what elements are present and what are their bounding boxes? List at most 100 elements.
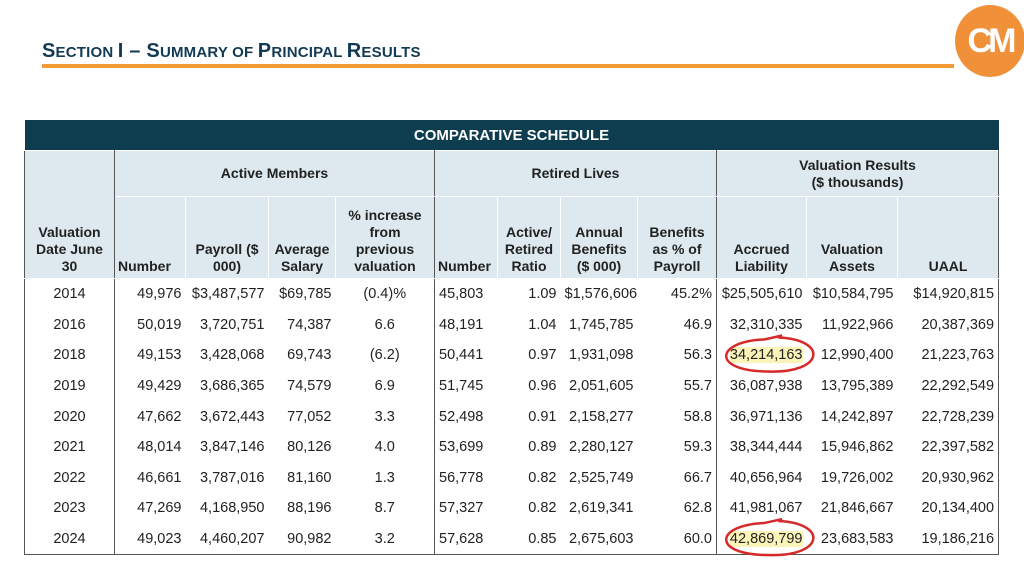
title-part-rest: UMMARY OF xyxy=(159,44,258,61)
table-row: 2014 49,976 $3,487,577 $69,785 (0.4)% 45,803 1… xyxy=(24,278,1000,310)
cell-value: 19,726,002 xyxy=(820,469,894,486)
cell-value: 3,672,443 xyxy=(199,408,265,425)
cell-value: $1,576,606 xyxy=(564,286,638,303)
cell-value: 40,656,964 xyxy=(729,469,803,486)
table-cell: $1,576,606 xyxy=(561,279,638,310)
cell-value: $3,487,577 xyxy=(191,286,265,303)
table-cell: 20,387,369 xyxy=(897,309,1000,341)
column-header: Average Salary xyxy=(268,196,336,279)
cell-value: 2023 xyxy=(53,500,86,517)
cell-value: 2,051,605 xyxy=(568,378,634,395)
cell-value: 2,280,127 xyxy=(568,439,634,456)
table-cell: 22,728,239 xyxy=(897,401,1000,432)
table-cell: 58.8 xyxy=(637,401,717,432)
cell-value: 49,023 xyxy=(137,531,182,548)
table-cell: 11,922,966 xyxy=(807,310,898,341)
cell-value: 38,344,444 xyxy=(729,439,803,456)
table-cell: $10,584,795 xyxy=(807,279,898,310)
table-cell: 2020 xyxy=(24,401,115,432)
title-part-rest: RINCIPAL xyxy=(271,44,347,61)
table-cell: 2016 xyxy=(24,309,115,341)
table-cell: 47,269 xyxy=(115,493,186,524)
table-cell: 90,982 xyxy=(268,523,336,556)
table-cell: 6.6 xyxy=(335,309,435,341)
cell-value: 53,699 xyxy=(439,439,484,456)
table-cell: 49,153 xyxy=(115,340,186,371)
cell-value: 80,126 xyxy=(287,439,332,456)
cell-value: 0.85 xyxy=(528,531,557,548)
table-row: 2024 49,023 4,460,207 90,982 3.2 57,628 0.85 2,… xyxy=(24,523,1000,556)
cell-value: 55.7 xyxy=(683,378,712,395)
column-header: Annual Benefits ($ 000) xyxy=(560,196,638,279)
table-cell: 2,619,341 xyxy=(561,493,638,524)
cell-value: 20,134,400 xyxy=(921,500,995,517)
table-cell: 15,946,862 xyxy=(807,432,898,463)
table-cell: 2,051,605 xyxy=(561,371,638,402)
table-cell: (6.2) xyxy=(335,340,435,371)
cell-value: 50,019 xyxy=(137,316,182,333)
table-cell: 36,971,136 xyxy=(717,401,807,432)
cell-value: 48,014 xyxy=(137,439,182,456)
cell-value: 74,387 xyxy=(287,316,332,333)
cell-value: 57,628 xyxy=(439,531,484,548)
table-cell: 2019 xyxy=(24,370,115,402)
cell-value: $10,584,795 xyxy=(812,286,894,303)
table-cell: 57,628 xyxy=(434,523,498,556)
cell-value: 14,242,897 xyxy=(820,408,894,425)
table-cell: 49,429 xyxy=(115,371,186,402)
table-cell: 22,397,582 xyxy=(897,431,1000,463)
cell-value: $14,920,815 xyxy=(913,286,995,303)
group-active-members: Active Members xyxy=(114,150,435,197)
table-cell: 3,847,146 xyxy=(186,432,269,463)
cell-value: 22,292,549 xyxy=(921,378,995,395)
cell-value: 2020 xyxy=(53,408,86,425)
cell-value: 4,168,950 xyxy=(199,500,265,517)
cell-value: 62.8 xyxy=(683,500,712,517)
group-valuation-results: Valuation Results ($ thousands) xyxy=(715,150,1000,197)
cell-value: 58.8 xyxy=(683,408,712,425)
table-cell: 12,990,400 xyxy=(807,340,898,371)
cell-value: 2019 xyxy=(53,378,86,395)
cell-value: 3,428,068 xyxy=(199,347,265,364)
cell-value: 56.3 xyxy=(683,347,712,364)
table-cell: 2021 xyxy=(24,431,115,463)
cell-value: 2,619,341 xyxy=(568,500,634,517)
column-header: Number xyxy=(434,196,498,279)
table-cell: 21,846,667 xyxy=(807,493,898,524)
table-cell: 21,223,763 xyxy=(897,340,1000,371)
table-cell: 1.3 xyxy=(335,462,435,494)
table-row: 2018 49,153 3,428,068 69,743 (6.2) 50,441 0.97… xyxy=(24,340,1000,371)
table-cell: 47,662 xyxy=(115,401,186,432)
cell-value: 0.96 xyxy=(528,378,557,395)
cell-value: 0.91 xyxy=(528,408,557,425)
cell-value: $69,785 xyxy=(279,286,332,303)
cell-value: 0.97 xyxy=(528,347,557,364)
cell-value: 3.3 xyxy=(374,408,395,425)
table-cell: 0.96 xyxy=(498,371,561,402)
table-row: 2020 47,662 3,672,443 77,052 3.3 52,498 0.91 2,… xyxy=(24,401,1000,432)
table-cell: 0.89 xyxy=(498,432,561,463)
table-cell: 62.8 xyxy=(637,493,717,524)
cell-value: 21,846,667 xyxy=(820,500,894,517)
table-cell: 56,778 xyxy=(435,463,498,494)
page-title: SECTION I – SUMMARY OF PRINCIPAL RESULTS xyxy=(42,40,421,63)
table-cell: 22,292,549 xyxy=(897,370,1000,402)
table-cell: 38,344,444 xyxy=(717,432,807,463)
table-cell: 2014 xyxy=(24,278,115,310)
table-cell: 42,869,799 xyxy=(716,523,807,556)
table-cell: 1.09 xyxy=(498,279,561,310)
cell-value: 60.0 xyxy=(683,531,712,548)
cell-value: 32,310,335 xyxy=(729,316,803,333)
cell-value: (0.4)% xyxy=(363,286,407,303)
table-cell: 4,460,207 xyxy=(185,523,269,556)
table-cell: 3,686,365 xyxy=(186,371,269,402)
column-header: Number xyxy=(114,196,186,279)
table-cell: 46,661 xyxy=(115,463,186,494)
cell-value: 36,971,136 xyxy=(729,408,803,425)
table-cell: 2024 xyxy=(24,523,115,556)
table-cell: 50,441 xyxy=(435,340,498,371)
table-cell: 59.3 xyxy=(637,431,717,463)
cell-value: 34,214,163 xyxy=(729,347,803,364)
cell-value: 2021 xyxy=(53,439,86,456)
table-row: 2016 50,019 3,720,751 74,387 6.6 48,191 1.04 1,… xyxy=(24,309,1000,341)
